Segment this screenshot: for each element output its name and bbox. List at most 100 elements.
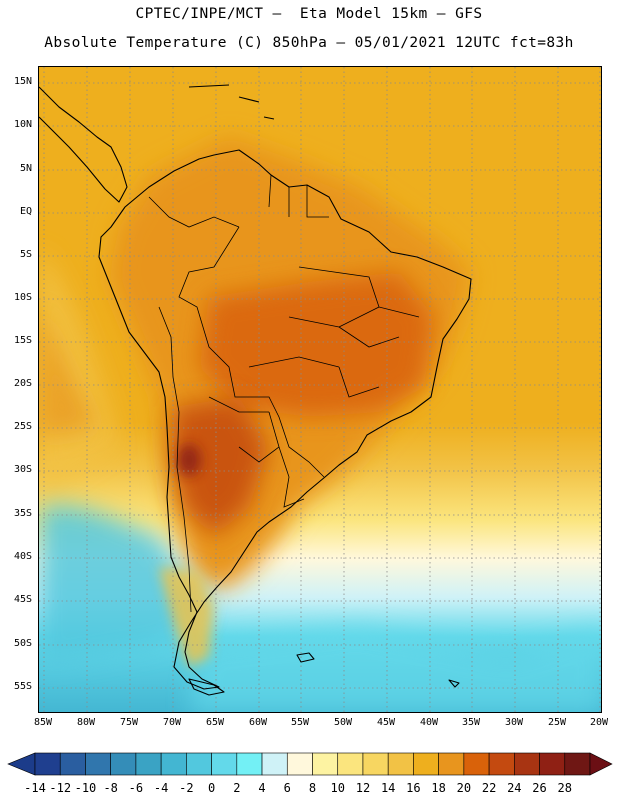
colorbar-swatch xyxy=(211,752,238,776)
colorbar-swatch xyxy=(488,752,515,776)
colorbar-label: 16 xyxy=(406,781,421,795)
colorbar-label: -14 xyxy=(24,781,46,795)
falklands xyxy=(296,652,315,663)
longitude-label: 35W xyxy=(461,717,481,728)
coastlines xyxy=(39,84,472,696)
colorbar-label: 6 xyxy=(283,781,291,795)
colorbar-swatch xyxy=(337,752,364,776)
border-andes xyxy=(158,306,192,613)
colorbar-label: 24 xyxy=(507,781,522,795)
colorbar-label: 4 xyxy=(258,781,266,795)
colorbar-label: 12 xyxy=(355,781,371,795)
south-georgia xyxy=(448,679,460,688)
colorbar-swatch xyxy=(160,752,187,776)
latitude-label: 10N xyxy=(13,119,32,130)
colorbar-label: -8 xyxy=(103,781,118,795)
latitude-label: 15N xyxy=(13,76,32,87)
latitude-label: 10S xyxy=(13,292,32,303)
latitude-label: EQ xyxy=(19,206,32,217)
colorbar-swatch xyxy=(34,752,61,776)
colorbar-label: -4 xyxy=(153,781,169,795)
colorbar-swatch xyxy=(135,752,162,776)
west-coast-warm-band xyxy=(39,307,99,437)
colorbar-swatch xyxy=(362,752,389,776)
patagonia-warm xyxy=(159,567,214,667)
longitude-label: 60W xyxy=(248,717,268,728)
colorbar-label: 14 xyxy=(380,781,396,795)
country-borders xyxy=(148,174,420,613)
colorbar-swatch xyxy=(85,752,111,776)
longitude-label: 85W xyxy=(33,717,53,728)
chart-title-line1: CPTEC/INPE/MCT – Eta Model 15km – GFS xyxy=(135,6,483,22)
colorbar-swatch xyxy=(539,752,566,776)
colorbar-swatch xyxy=(186,752,212,776)
border-guianas xyxy=(268,174,329,218)
tropical-pacific-cool-band xyxy=(39,247,119,497)
colorbar-swatch xyxy=(286,752,313,776)
south-america-coast xyxy=(98,149,472,690)
longitude-label: 20W xyxy=(589,717,609,728)
colorbar-label: -12 xyxy=(49,781,72,795)
colorbar-swatch xyxy=(110,752,137,776)
border-brazil-states xyxy=(248,266,420,398)
latitude-label: 5N xyxy=(19,163,32,174)
southern-cool-tongue xyxy=(39,504,209,667)
latitude-label: 35S xyxy=(13,508,32,519)
colorbar-swatch xyxy=(463,752,490,776)
longitude-label: 75W xyxy=(119,717,139,728)
latitude-label: 55S xyxy=(13,681,32,692)
colorbar-swatch xyxy=(564,752,591,776)
colorbar-swatch xyxy=(438,752,465,776)
colorbar-swatch xyxy=(59,752,86,776)
longitude-label: 30W xyxy=(504,717,524,728)
latitude-label: 20S xyxy=(13,378,32,389)
colorbar xyxy=(7,752,613,776)
colorbar-label: 10 xyxy=(330,781,345,795)
colorbar-label: 18 xyxy=(431,781,446,795)
colorbar-label: -6 xyxy=(128,781,144,795)
longitude-label: 45W xyxy=(376,717,396,728)
latitude-label: 15S xyxy=(13,335,32,346)
hot-spot-max xyxy=(177,444,201,476)
longitude-label: 50W xyxy=(333,717,353,728)
longitude-label: 55W xyxy=(290,717,310,728)
colorbar-label: 22 xyxy=(481,781,497,795)
colorbar-label: 2 xyxy=(233,781,241,795)
latitude-label: 45S xyxy=(13,594,32,605)
latitude-label: 40S xyxy=(13,551,32,562)
border-brazil-west xyxy=(178,226,325,478)
colorbar-right-arrow xyxy=(589,752,613,776)
temperature-map[interactable] xyxy=(38,66,602,713)
latitude-label: 5S xyxy=(19,249,32,260)
tierra-del-fuego xyxy=(188,678,225,696)
border-bolivia-paraguay xyxy=(208,396,280,463)
colorbar-label: -10 xyxy=(74,781,97,795)
longitude-label: 80W xyxy=(76,717,96,728)
longitude-label: 70W xyxy=(162,717,182,728)
map-canvas xyxy=(39,67,601,712)
chart-title-line2: Absolute Temperature (C) 850hPa – 05/01/… xyxy=(44,35,574,51)
latitude-label: 30S xyxy=(13,464,32,475)
longitude-label: 65W xyxy=(205,717,225,728)
colorbar-swatch xyxy=(312,752,339,776)
colorbar-swatch xyxy=(261,752,288,776)
longitude-label: 40W xyxy=(419,717,439,728)
caribbean-islands xyxy=(188,84,275,120)
colorbar-swatch xyxy=(387,752,414,776)
central-america-coast xyxy=(39,86,128,203)
colorbar-label: 26 xyxy=(532,781,547,795)
border-argentina-uruguay xyxy=(278,446,305,508)
longitude-label: 25W xyxy=(547,717,567,728)
chaco-hot-core xyxy=(171,397,269,537)
latitude-label: 25S xyxy=(13,421,32,432)
colorbar-swatch xyxy=(236,752,263,776)
colorbar-label: 20 xyxy=(456,781,472,795)
colorbar-left-arrow xyxy=(7,752,36,776)
colorbar-label: -2 xyxy=(179,781,194,795)
colorbar-label: 8 xyxy=(308,781,317,795)
colorbar-swatch xyxy=(514,752,540,776)
colorbar-swatch xyxy=(413,752,439,776)
colorbar-label: 28 xyxy=(557,781,572,795)
brazil-hot-core xyxy=(199,272,434,417)
colorbar-label: 0 xyxy=(207,781,216,795)
